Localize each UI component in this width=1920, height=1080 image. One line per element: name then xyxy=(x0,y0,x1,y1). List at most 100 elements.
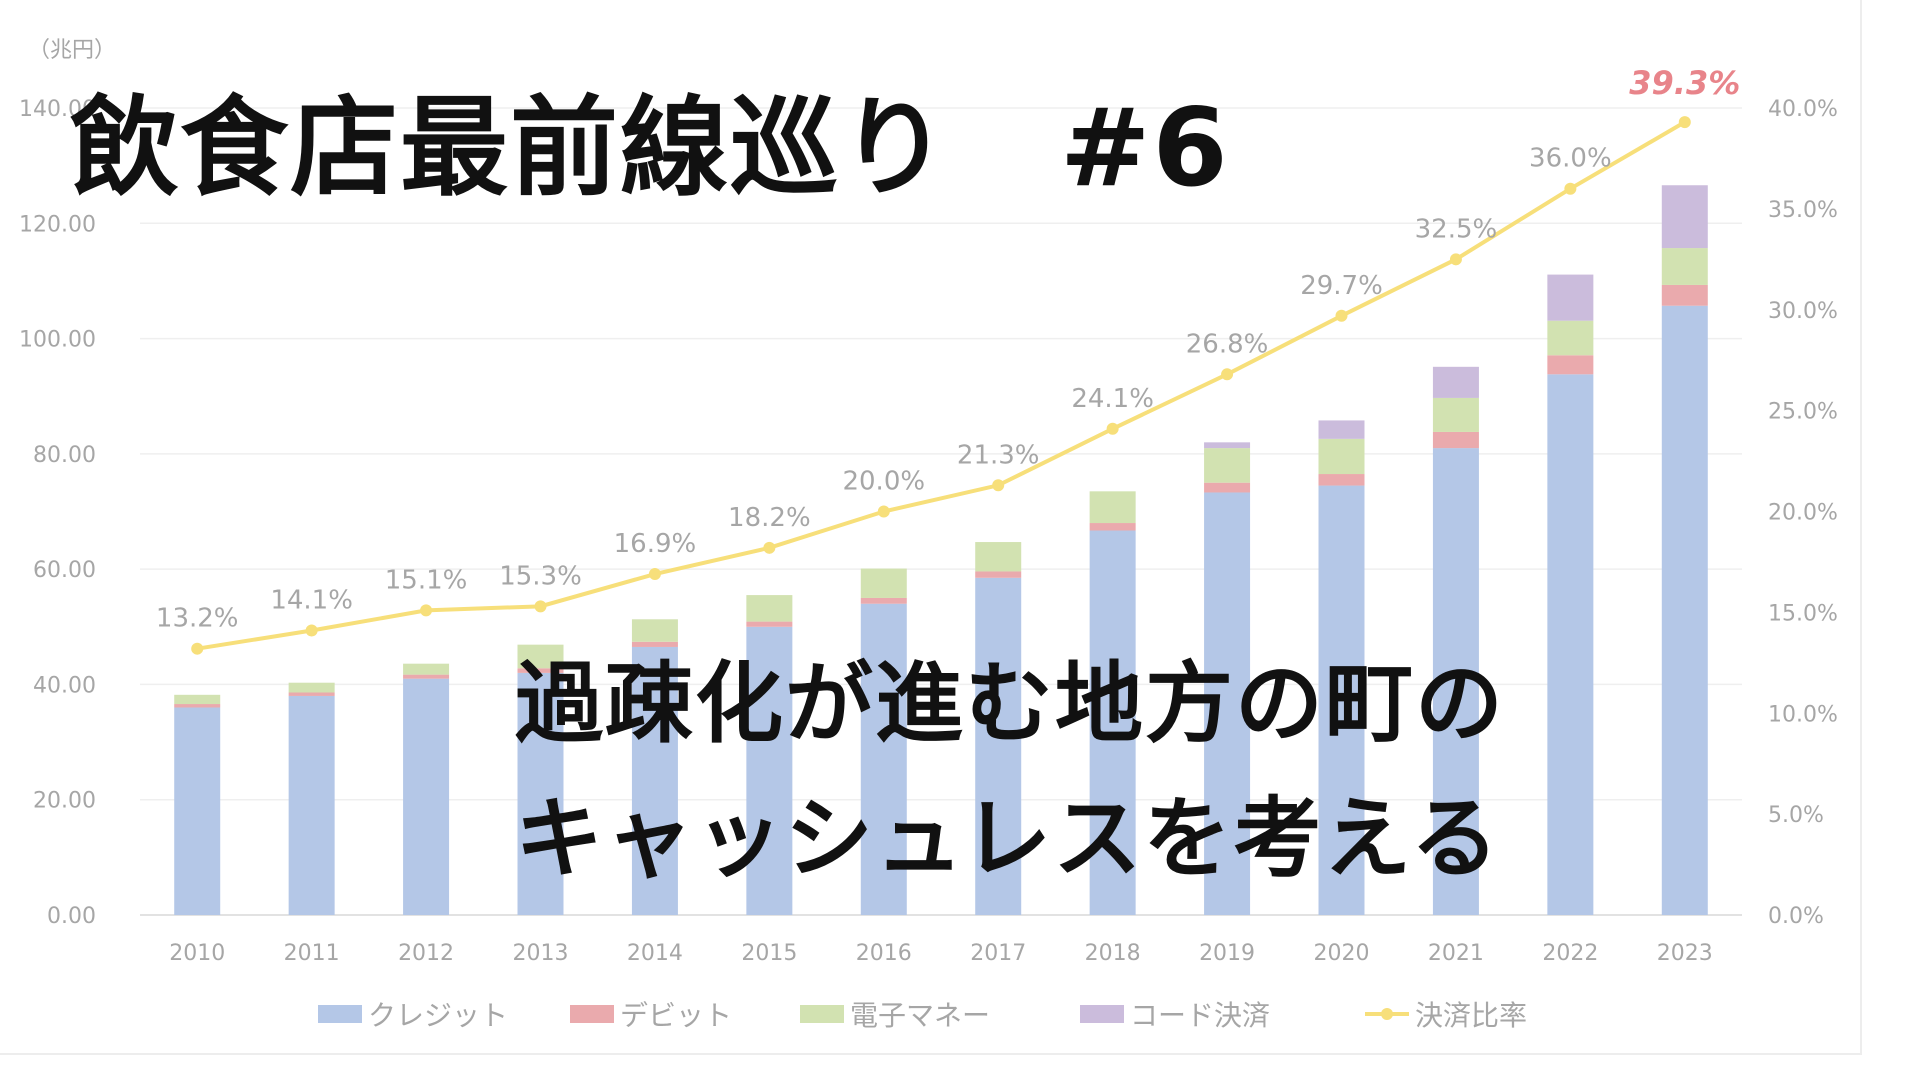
overlay-subtitle-line2: キャッシュレスを考える xyxy=(515,787,1501,890)
legend: クレジット デビット 電子マネー コード決済 決済比率 xyxy=(318,999,1527,1032)
legend-label: デビット xyxy=(620,999,732,1032)
ratio-point xyxy=(1564,182,1577,195)
x-tick-label: 2020 xyxy=(1314,941,1370,966)
x-axis-ticks: 2010 2011 2012 2013 2014 2015 2016 2017 2018 2019… xyxy=(169,941,1713,966)
bar-segment xyxy=(746,626,793,915)
bar-segment xyxy=(631,646,678,915)
bar-segment xyxy=(403,663,450,675)
ratio-point xyxy=(534,600,547,613)
bar-segment xyxy=(746,595,793,622)
x-tick-label: 2011 xyxy=(284,941,340,966)
y-tick-label: 140.00 xyxy=(19,97,96,122)
bar-segment xyxy=(403,674,450,679)
ratio-point xyxy=(763,541,776,554)
bar-segment xyxy=(1432,397,1479,432)
bar-segment xyxy=(1204,442,1251,449)
chart-frame xyxy=(0,0,1862,1055)
ratio-point xyxy=(1678,116,1691,129)
bar-segment xyxy=(1318,438,1365,475)
bar-segment xyxy=(860,603,907,915)
bar-segment xyxy=(1318,485,1365,915)
x-tick-label: 2021 xyxy=(1428,941,1484,966)
x-tick-label: 2022 xyxy=(1542,941,1598,966)
bar-segment xyxy=(1204,448,1251,483)
ratio-point xyxy=(1106,422,1119,435)
bar-segment xyxy=(1547,320,1594,356)
bar-segment xyxy=(975,577,1022,915)
x-tick-label: 2014 xyxy=(627,941,683,966)
bar-segment xyxy=(1089,523,1136,531)
x-tick-label: 2012 xyxy=(398,941,454,966)
legend-swatch-marker xyxy=(1381,1008,1393,1020)
ratio-data-label: 16.9% xyxy=(614,529,697,559)
bar-segment xyxy=(1547,374,1594,915)
bar-segment xyxy=(1661,185,1708,249)
x-tick-label: 2013 xyxy=(513,941,569,966)
ratio-data-label: 29.7% xyxy=(1300,271,1383,301)
bar-segment xyxy=(1089,530,1136,915)
bar-segment xyxy=(1204,492,1251,915)
ratio-point xyxy=(420,604,433,617)
ratio-point xyxy=(191,642,204,655)
ratio-data-label: 14.1% xyxy=(270,586,353,616)
bar-segment xyxy=(403,678,450,915)
y2-tick-label: 5.0% xyxy=(1768,803,1824,828)
bar-segment xyxy=(860,597,907,604)
x-tick-label: 2010 xyxy=(169,941,225,966)
bar-segment xyxy=(517,668,564,673)
y2-tick-label: 35.0% xyxy=(1768,198,1838,223)
bar-segment xyxy=(746,621,793,627)
ratio-data-label: 26.8% xyxy=(1186,329,1269,359)
bar-segment xyxy=(517,672,564,915)
bar-segment xyxy=(1318,474,1365,486)
ratio-point xyxy=(877,505,890,518)
ratio-data-label: 21.3% xyxy=(957,440,1040,470)
legend-swatch xyxy=(800,1005,844,1023)
bars xyxy=(174,185,1708,916)
y2-tick-label: 20.0% xyxy=(1768,501,1838,526)
y-tick-label: 120.00 xyxy=(19,212,96,237)
overlay-title: 飲食店最前線巡り #6 xyxy=(70,86,1230,211)
bar-segment xyxy=(1204,482,1251,493)
legend-label: 電子マネー xyxy=(850,999,990,1032)
ratio-data-label: 24.1% xyxy=(1071,384,1154,414)
bar-segment xyxy=(975,542,1022,572)
bar-segment xyxy=(288,692,335,696)
y2-tick-label: 10.0% xyxy=(1768,702,1838,727)
ratio-point xyxy=(1449,253,1462,266)
ratio-data-label: 18.2% xyxy=(728,503,811,533)
ratio-data-label: 32.5% xyxy=(1415,214,1498,244)
y-tick-label: 40.00 xyxy=(33,673,96,698)
legend-label: 決済比率 xyxy=(1415,999,1527,1032)
legend-swatch xyxy=(318,1005,362,1023)
x-tick-label: 2023 xyxy=(1657,941,1713,966)
bar-segment xyxy=(1661,305,1708,916)
x-tick-label: 2016 xyxy=(856,941,912,966)
bar-segment xyxy=(1318,420,1365,439)
y2-tick-label: 40.0% xyxy=(1768,97,1838,122)
ratio-data-label: 13.2% xyxy=(156,604,239,634)
x-tick-label: 2015 xyxy=(741,941,797,966)
y2-tick-label: 30.0% xyxy=(1768,299,1838,324)
y2-tick-label: 15.0% xyxy=(1768,601,1838,626)
x-tick-label: 2019 xyxy=(1199,941,1255,966)
legend-label: クレジット xyxy=(368,999,508,1032)
bar-segment xyxy=(631,641,678,647)
ratio-line: 13.2% 14.1% 15.1% 15.3% 16.9% 18.2% 20.0% 21.3%… xyxy=(156,64,1740,655)
bar-segment xyxy=(174,707,221,915)
bar-segment xyxy=(631,619,678,642)
bar-segment xyxy=(1432,448,1479,915)
bar-segment xyxy=(1432,431,1479,449)
y2-tick-label: 0.0% xyxy=(1768,904,1824,929)
ratio-point xyxy=(648,568,661,581)
ratio-point xyxy=(992,479,1005,492)
legend-label: コード決済 xyxy=(1130,999,1270,1032)
y-tick-label: 100.00 xyxy=(19,328,96,353)
bar-segment xyxy=(517,644,564,669)
ratio-data-label: 39.3% xyxy=(1629,64,1740,102)
right-axis-ticks: 0.0% 5.0% 10.0% 15.0% 20.0% 25.0% 30.0% 35.0% 40… xyxy=(1768,97,1838,929)
bar-segment xyxy=(975,571,1022,578)
bar-segment xyxy=(1432,366,1479,398)
y-axis-unit-label: （兆円） xyxy=(28,38,116,63)
